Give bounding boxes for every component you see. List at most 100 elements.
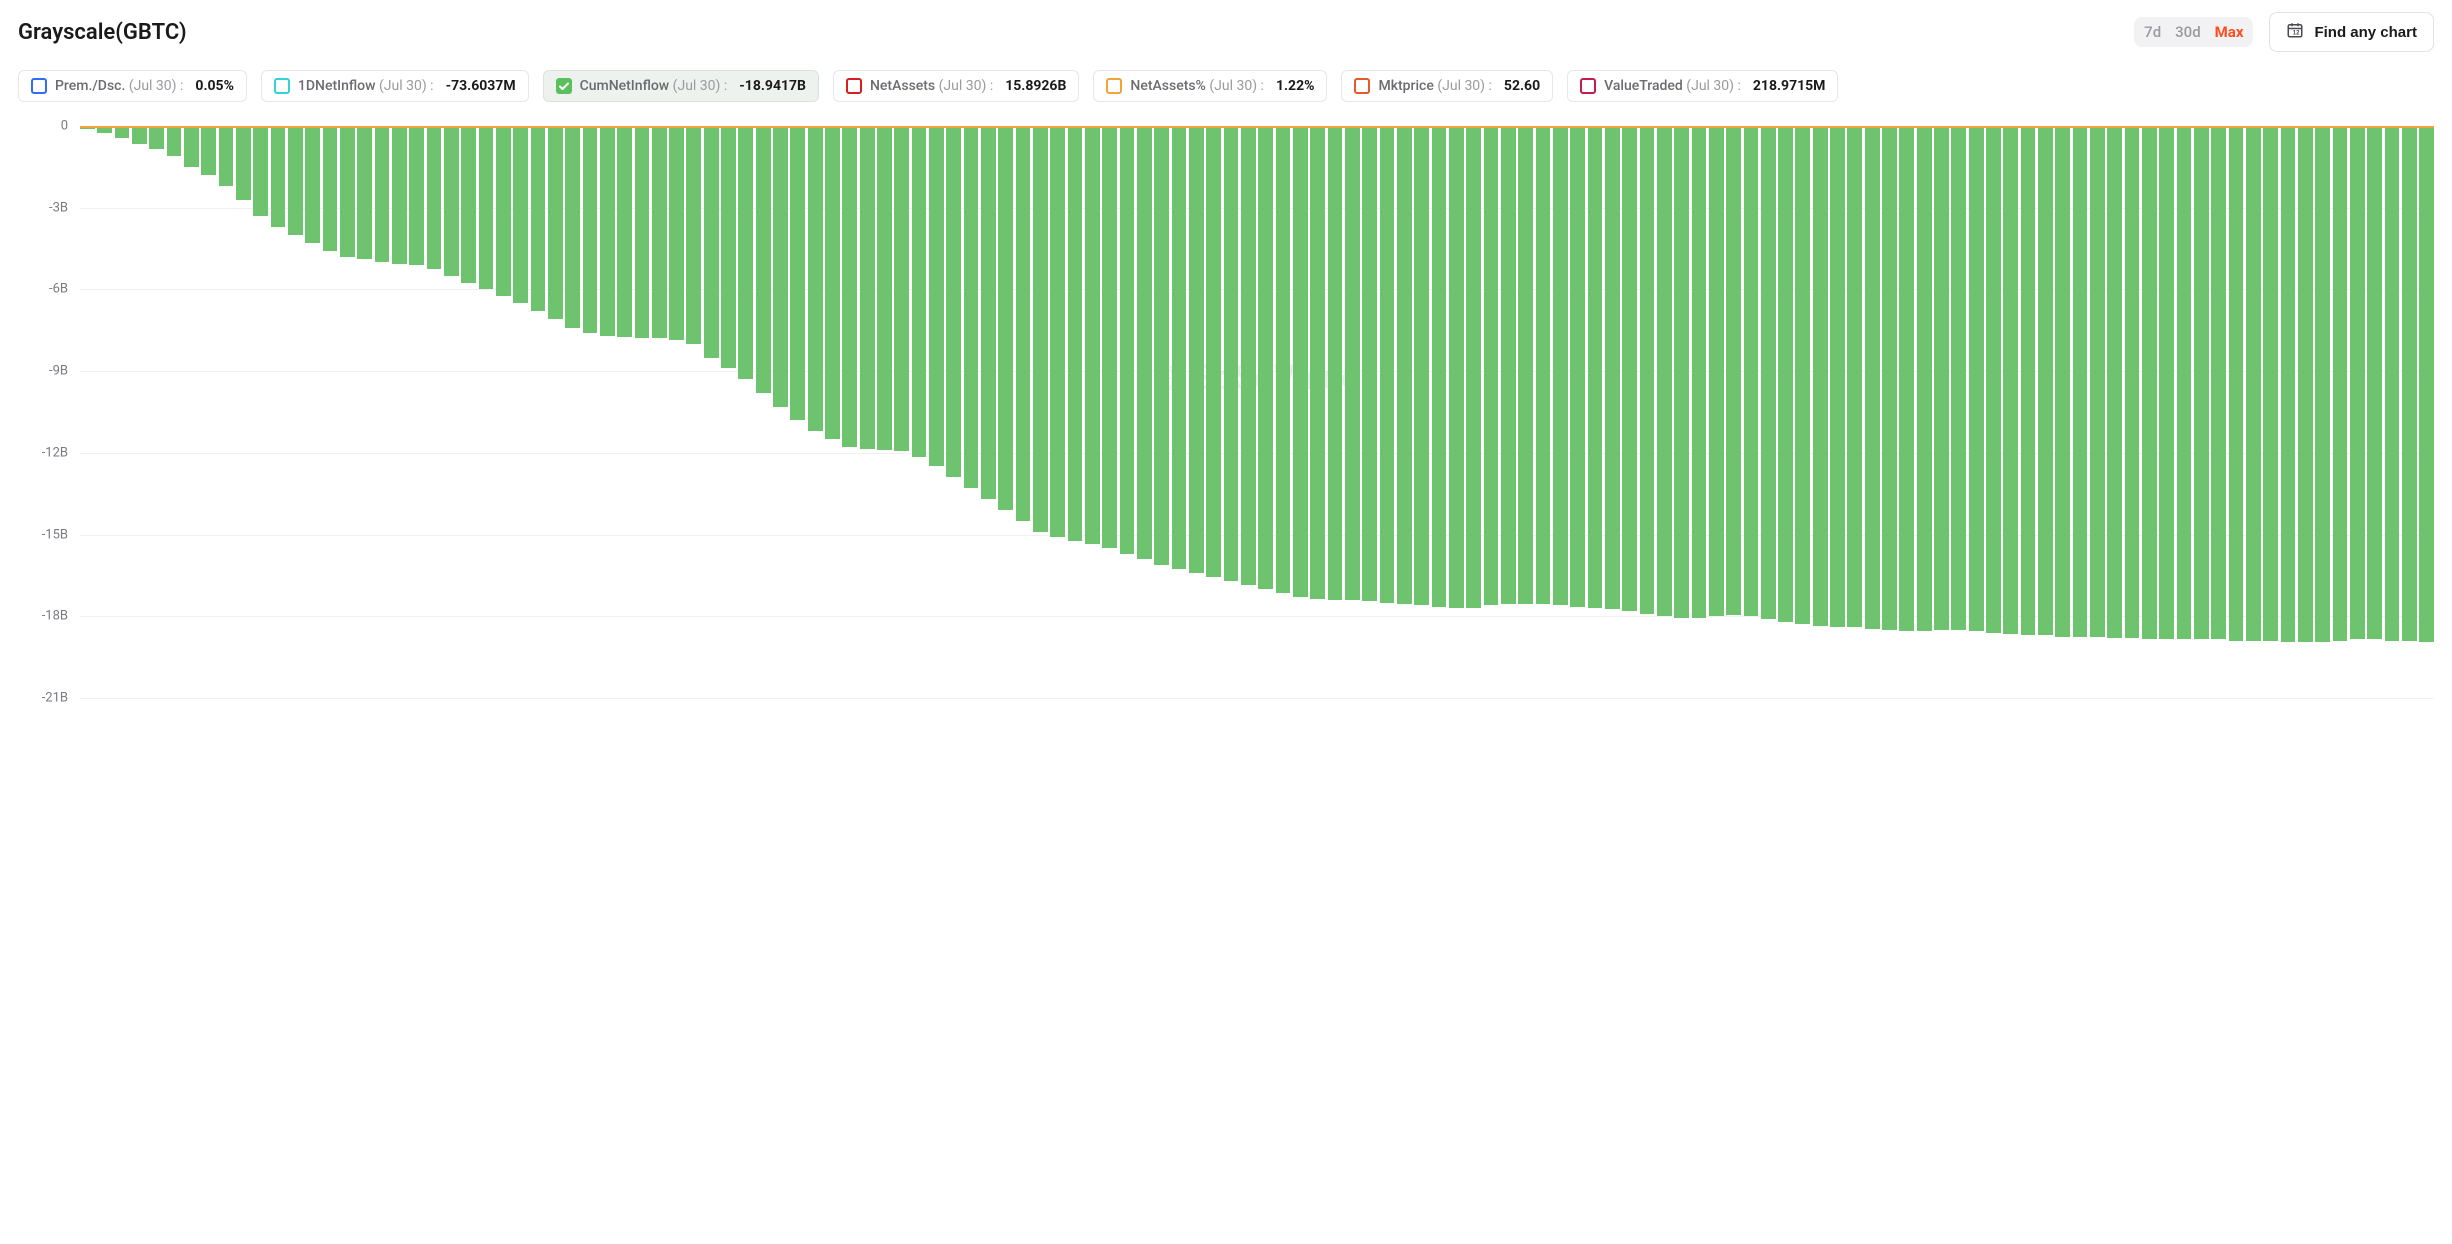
y-tick-label: -6B (49, 282, 68, 297)
bar (790, 126, 805, 420)
legend-item-assets[interactable]: NetAssets (Jul 30) :15.8926B (833, 70, 1079, 102)
bar (1449, 126, 1464, 608)
bar (1865, 126, 1880, 629)
bar (912, 126, 927, 457)
y-tick-label: -18B (42, 609, 68, 624)
bar (1518, 126, 1533, 604)
bar (1744, 126, 1759, 616)
bar (1951, 126, 1966, 630)
bar (738, 126, 753, 379)
legend-item-traded[interactable]: ValueTraded (Jul 30) :218.9715M (1567, 70, 1838, 102)
bar (2333, 126, 2348, 641)
legend-date: (Jul 30) (125, 78, 180, 94)
bar (1692, 126, 1707, 618)
bar (323, 126, 338, 251)
bar (409, 126, 424, 265)
bar (704, 126, 719, 358)
legend-name: NetAssets% (1130, 78, 1205, 94)
bar (1016, 126, 1031, 521)
legend-item-pct[interactable]: NetAssets% (Jul 30) :1.22% (1093, 70, 1327, 102)
bar (2402, 126, 2417, 641)
legend-name: Mktprice (1378, 78, 1433, 94)
bar (531, 126, 546, 311)
bar (860, 126, 875, 449)
bar (2125, 126, 2140, 638)
legend-item-prem[interactable]: Prem./Dsc. (Jul 30) :0.05% (18, 70, 247, 102)
legend-value: 1.22% (1276, 78, 1315, 94)
legend-separator: : (430, 78, 433, 94)
range-max[interactable]: Max (2215, 23, 2244, 41)
bar (946, 126, 961, 477)
bar (1588, 126, 1603, 608)
bar (1102, 126, 1117, 548)
bar (201, 126, 216, 175)
bar (2177, 126, 2192, 639)
checkbox-icon (1580, 78, 1596, 94)
bar (392, 126, 407, 264)
bar (1570, 126, 1585, 607)
bar (2211, 126, 2226, 639)
bar (2229, 126, 2244, 641)
bar (149, 126, 164, 149)
bar (686, 126, 701, 344)
bar (1328, 126, 1343, 600)
svg-text:12: 12 (2293, 31, 2300, 37)
bar (2315, 126, 2330, 642)
checkbox-icon (1106, 78, 1122, 94)
bars (80, 126, 2434, 698)
bar (998, 126, 1013, 510)
bar (2038, 126, 2053, 635)
legend-item-cum[interactable]: CumNetInflow (Jul 30) :-18.9417B (543, 70, 819, 102)
bar (2107, 126, 2122, 638)
bar (1795, 126, 1810, 624)
range-30d[interactable]: 30d (2175, 23, 2201, 41)
bar (1847, 126, 1862, 627)
bar (2419, 126, 2434, 642)
bar (652, 126, 667, 338)
bar (427, 126, 442, 269)
bar (479, 126, 494, 289)
legend-separator: : (180, 78, 183, 94)
bar (444, 126, 459, 276)
legend-separator: : (724, 78, 727, 94)
bar (1830, 126, 1845, 627)
bar (894, 126, 909, 451)
chart: 0-3B-6B-9B-12B-15B-18B-21B SoSoValue (18, 118, 2434, 698)
bar (1726, 126, 1741, 615)
find-chart-label: Find any chart (2314, 24, 2417, 41)
legend-item-inflow[interactable]: 1DNetInflow (Jul 30) :-73.6037M (261, 70, 529, 102)
bar (1189, 126, 1204, 573)
checkbox-checked-icon (556, 78, 572, 94)
bar (2350, 126, 2365, 639)
bar (1466, 126, 1481, 608)
y-axis: 0-3B-6B-9B-12B-15B-18B-21B (18, 126, 74, 698)
bar (132, 126, 147, 144)
find-chart-button[interactable]: 12 Find any chart (2269, 12, 2434, 52)
bar (1501, 126, 1516, 604)
y-tick-label: -3B (49, 200, 68, 215)
legend-name: NetAssets (870, 78, 935, 94)
bar (1224, 126, 1239, 581)
legend: Prem./Dsc. (Jul 30) :0.05% 1DNetInflow (J… (18, 70, 2434, 102)
bar (2367, 126, 2382, 639)
bar (496, 126, 511, 296)
header-controls: 7d 30d Max 12 Find any chart (2134, 12, 2434, 52)
bar (1986, 126, 2001, 633)
legend-value: 15.8926B (1005, 78, 1066, 94)
bar (2159, 126, 2174, 639)
legend-separator: : (990, 78, 993, 94)
legend-name: Prem./Dsc. (55, 78, 125, 94)
bar (1206, 126, 1221, 577)
bar (340, 126, 355, 257)
bar (1345, 126, 1360, 600)
range-7d[interactable]: 7d (2144, 23, 2161, 41)
legend-date: (Jul 30) (935, 78, 990, 94)
bar (2263, 126, 2278, 641)
bar (2142, 126, 2157, 639)
bar (1709, 126, 1724, 616)
bar (877, 126, 892, 450)
bar (219, 126, 234, 186)
legend-item-price[interactable]: Mktprice (Jul 30) :52.60 (1341, 70, 1553, 102)
bar (1640, 126, 1655, 614)
legend-date: (Jul 30) (1683, 78, 1738, 94)
